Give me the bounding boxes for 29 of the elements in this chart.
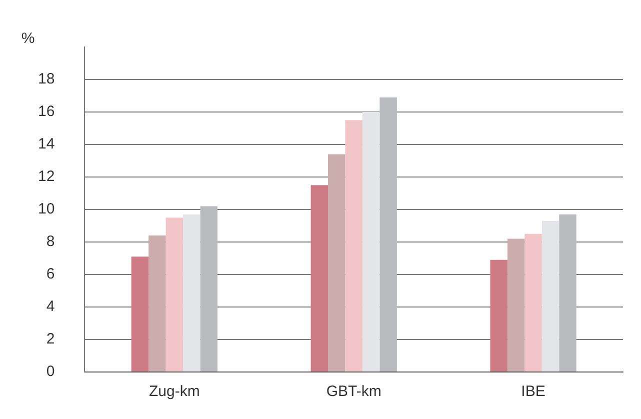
bar bbox=[345, 120, 362, 372]
bar bbox=[183, 214, 200, 372]
y-tick-label: 16 bbox=[38, 103, 55, 120]
bar bbox=[490, 260, 508, 372]
y-tick-label: 4 bbox=[46, 298, 55, 316]
y-tick-label: 6 bbox=[46, 266, 55, 283]
bar bbox=[507, 238, 525, 372]
bar bbox=[148, 236, 166, 372]
x-tick-label: GBT-km bbox=[326, 383, 382, 400]
bar bbox=[310, 185, 328, 372]
bar bbox=[200, 206, 218, 372]
x-tick-label: Zug-km bbox=[148, 383, 200, 400]
y-tick-label: 8 bbox=[46, 233, 55, 250]
y-tick-label: 14 bbox=[38, 136, 55, 153]
bar bbox=[559, 214, 576, 372]
y-tick-label: 10 bbox=[38, 200, 55, 218]
y-tick-label: 2 bbox=[46, 330, 55, 348]
x-tick-label: IBE bbox=[521, 383, 546, 400]
bar bbox=[524, 234, 542, 372]
y-tick-label: 0 bbox=[46, 363, 55, 380]
bar bbox=[380, 97, 397, 372]
bar bbox=[542, 220, 560, 372]
y-tick-label: 12 bbox=[38, 168, 55, 186]
y-axis-title: % bbox=[21, 30, 35, 48]
bar bbox=[166, 218, 184, 372]
bar bbox=[131, 256, 149, 372]
y-tick-label: 18 bbox=[38, 70, 55, 88]
bar bbox=[328, 154, 346, 372]
bar bbox=[362, 112, 380, 372]
